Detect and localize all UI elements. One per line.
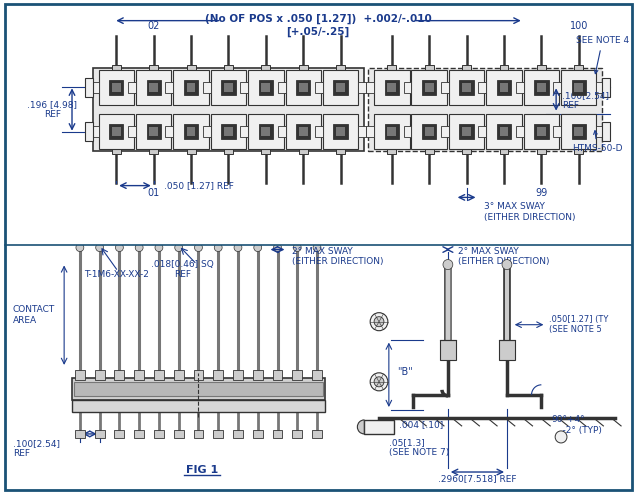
Bar	[187, 148, 196, 154]
Bar	[516, 82, 524, 93]
Bar	[147, 124, 161, 139]
Bar	[203, 82, 211, 93]
FancyBboxPatch shape	[603, 122, 610, 141]
Bar	[149, 148, 158, 154]
FancyBboxPatch shape	[603, 78, 610, 97]
Bar	[459, 124, 474, 139]
Bar	[387, 65, 396, 71]
Bar	[95, 370, 104, 380]
Bar	[95, 85, 362, 89]
Bar	[194, 430, 203, 438]
Bar	[109, 124, 124, 139]
Bar	[368, 68, 603, 151]
Circle shape	[194, 244, 203, 251]
Bar	[173, 70, 209, 105]
Bar	[246, 82, 254, 93]
Bar	[321, 126, 329, 137]
Bar	[134, 430, 144, 438]
Bar	[166, 82, 173, 93]
Bar	[75, 370, 85, 380]
Circle shape	[374, 377, 384, 387]
Text: 100: 100	[569, 21, 588, 32]
Bar	[425, 83, 434, 92]
Bar	[213, 430, 223, 438]
Bar	[571, 80, 586, 94]
Bar	[246, 126, 254, 137]
Bar	[90, 126, 99, 137]
Bar	[240, 82, 248, 93]
Bar	[323, 114, 359, 149]
Bar	[404, 126, 412, 137]
Text: .196 [4.98]
REF: .196 [4.98] REF	[27, 100, 77, 119]
Circle shape	[293, 244, 301, 251]
Text: FIG 1: FIG 1	[186, 465, 218, 475]
Bar	[296, 124, 310, 139]
Bar	[499, 340, 515, 360]
Bar	[366, 82, 374, 93]
Bar	[283, 82, 292, 93]
Bar	[374, 114, 410, 149]
Bar	[537, 148, 546, 154]
Bar	[516, 126, 524, 137]
Bar	[422, 124, 436, 139]
Bar	[278, 82, 285, 93]
Bar	[364, 420, 394, 434]
Bar	[128, 126, 136, 137]
Bar	[147, 80, 161, 94]
Bar	[221, 80, 236, 94]
Bar	[553, 82, 561, 93]
Bar	[441, 82, 449, 93]
FancyBboxPatch shape	[85, 78, 92, 97]
Bar	[74, 382, 323, 396]
Bar	[312, 370, 322, 380]
Bar	[412, 70, 447, 105]
Bar	[99, 70, 134, 105]
Bar	[321, 82, 329, 93]
Bar	[173, 114, 209, 149]
Bar	[497, 80, 511, 94]
Bar	[425, 127, 434, 136]
Bar	[524, 70, 559, 105]
Circle shape	[175, 244, 183, 251]
Bar	[115, 370, 124, 380]
Bar	[72, 378, 325, 400]
Bar	[292, 370, 302, 380]
Bar	[261, 127, 270, 136]
Bar	[292, 430, 302, 438]
Bar	[224, 127, 233, 136]
Bar	[312, 430, 322, 438]
Text: 2° MAX SWAY
(EITHER DIRECTION): 2° MAX SWAY (EITHER DIRECTION)	[458, 247, 549, 266]
Bar	[149, 65, 158, 71]
Bar	[136, 70, 171, 105]
Circle shape	[254, 244, 262, 251]
Bar	[299, 83, 308, 92]
Text: T-1M6-XX-XX-2: T-1M6-XX-XX-2	[84, 270, 148, 279]
Bar	[537, 65, 546, 71]
Bar	[184, 124, 198, 139]
Bar	[221, 124, 236, 139]
Circle shape	[370, 373, 388, 391]
Text: 99: 99	[535, 188, 547, 198]
Bar	[248, 114, 283, 149]
Bar	[553, 126, 561, 137]
Bar	[561, 70, 596, 105]
Text: 2° MAX SWAY
(EITHER DIRECTION): 2° MAX SWAY (EITHER DIRECTION)	[292, 247, 383, 266]
Circle shape	[214, 244, 222, 251]
Bar	[462, 148, 471, 154]
Bar	[462, 65, 471, 71]
Bar	[359, 82, 366, 93]
Wedge shape	[357, 420, 364, 434]
Text: SEE NOTE 4: SEE NOTE 4	[576, 36, 629, 74]
Bar	[537, 127, 546, 136]
Bar	[154, 430, 164, 438]
Bar	[187, 65, 196, 71]
Text: .100[2.54]
REF: .100[2.54] REF	[562, 91, 609, 110]
Bar	[497, 124, 511, 139]
Bar	[425, 148, 434, 154]
Text: (No OF POS x .050 [1.27])  +.002/-.010: (No OF POS x .050 [1.27]) +.002/-.010	[204, 14, 431, 24]
Bar	[299, 148, 308, 154]
Bar	[459, 80, 474, 94]
Bar	[299, 127, 308, 136]
Bar	[534, 80, 548, 94]
Circle shape	[155, 244, 163, 251]
